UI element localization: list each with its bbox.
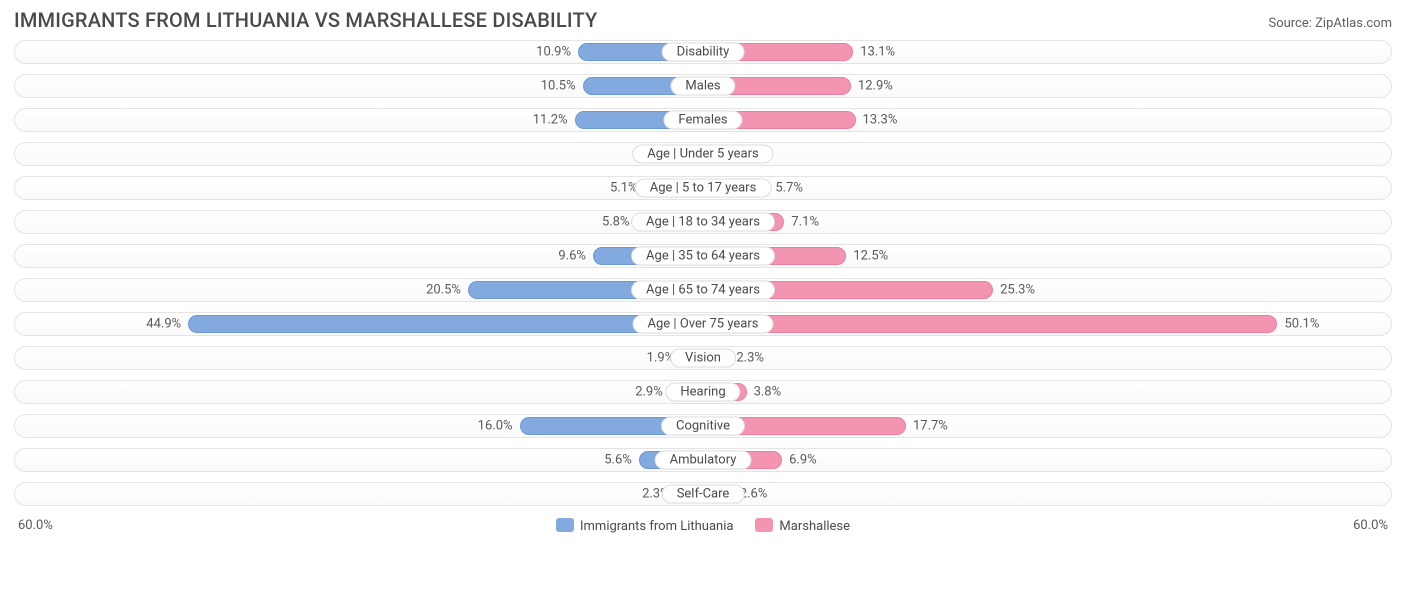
row-left-half: 9.6% [15,245,703,267]
chart-row: 11.2% 13.3% Females [14,108,1392,132]
category-pill: Self-Care [662,485,745,504]
chart-header: IMMIGRANTS FROM LITHUANIA VS MARSHALLESE… [0,0,1406,36]
category-pill: Disability [662,43,745,62]
category-pill: Age | 65 to 74 years [631,281,775,300]
row-left-half: 5.6% [15,449,703,471]
chart-row: 10.9% 13.1% Disability [14,40,1392,64]
category-pill: Hearing [665,383,740,402]
row-left-half: 2.3% [15,483,703,505]
row-right-half: 3.8% [703,381,1391,403]
value-left: 11.2% [533,113,576,128]
row-right-half: 25.3% [703,279,1391,301]
bar-right: 50.1% [703,315,1277,333]
value-right: 12.9% [850,79,893,94]
value-right: 7.1% [783,215,819,230]
chart-row: 5.8% 7.1% Age | 18 to 34 years [14,210,1392,234]
row-left-half: 5.8% [15,211,703,233]
legend: Immigrants from Lithuania Marshallese [556,518,850,534]
row-right-half: 2.3% [703,347,1391,369]
row-left-half: 10.5% [15,75,703,97]
value-right: 50.1% [1276,317,1319,332]
chart-row: 44.9%50.1%Age | Over 75 years [14,312,1392,336]
row-right-half: 12.5% [703,245,1391,267]
row-left-half: 2.9% [15,381,703,403]
row-right-half: 12.9% [703,75,1391,97]
value-left: 44.9% [146,317,189,332]
category-pill: Cognitive [661,417,745,436]
category-pill: Females [663,111,742,130]
diverging-bar-chart: 10.9% 13.1% Disability 10.5% 12.9% Males 11.2%… [0,36,1406,518]
chart-row: 9.6% 12.5% Age | 35 to 64 years [14,244,1392,268]
row-left-half: 10.9% [15,41,703,63]
value-left: 20.5% [426,283,469,298]
row-right-half: 17.7% [703,415,1391,437]
legend-item-right: Marshallese [755,518,850,534]
category-pill: Age | 5 to 17 years [635,179,772,198]
bar-left: 44.9% [188,315,703,333]
value-left: 10.9% [536,45,579,60]
chart-row: 20.5% 25.3% Age | 65 to 74 years [14,278,1392,302]
legend-label-left: Immigrants from Lithuania [580,519,733,534]
chart-footer: 60.0% Immigrants from Lithuania Marshall… [0,518,1406,542]
legend-label-right: Marshallese [779,519,850,534]
chart-row: 10.5% 12.9% Males [14,74,1392,98]
chart-source: Source: ZipAtlas.com [1268,16,1392,31]
chart-row: 16.0% 17.7% Cognitive [14,414,1392,438]
value-right: 6.9% [781,453,817,468]
axis-max-right: 60.0% [1353,518,1388,533]
category-pill: Ambulatory [655,451,752,470]
value-right: 12.5% [845,249,888,264]
row-right-half: 13.1% [703,41,1391,63]
row-left-half: 16.0% [15,415,703,437]
row-right-half: 2.6% [703,483,1391,505]
row-left-half: 1.9% [15,347,703,369]
value-left: 9.6% [558,249,594,264]
row-left-half: 44.9% [15,313,703,335]
value-right: 3.8% [746,385,782,400]
category-pill: Males [670,77,735,96]
row-left-half: 1.3% [15,143,703,165]
row-right-half: 0.94% [703,143,1391,165]
legend-swatch-left [556,518,574,532]
value-right: 25.3% [992,283,1035,298]
chart-title: IMMIGRANTS FROM LITHUANIA VS MARSHALLESE… [14,8,597,32]
category-pill: Age | 18 to 34 years [631,213,775,232]
value-right: 17.7% [905,419,948,434]
value-right: 13.3% [855,113,898,128]
row-right-half: 5.7% [703,177,1391,199]
chart-row: 1.3%0.94%Age | Under 5 years [14,142,1392,166]
value-left: 16.0% [478,419,521,434]
chart-row: 2.9% 3.8% Hearing [14,380,1392,404]
value-right: 13.1% [852,45,895,60]
chart-row: 2.3%2.6%Self-Care [14,482,1392,506]
row-left-half: 20.5% [15,279,703,301]
value-right: 5.7% [767,181,803,196]
row-left-half: 11.2% [15,109,703,131]
category-pill: Vision [670,349,736,368]
row-right-half: 13.3% [703,109,1391,131]
row-left-half: 5.1% [15,177,703,199]
chart-row: 1.9%2.3%Vision [14,346,1392,370]
legend-item-left: Immigrants from Lithuania [556,518,733,534]
row-right-half: 6.9% [703,449,1391,471]
row-right-half: 50.1% [703,313,1391,335]
legend-swatch-right [755,518,773,532]
chart-row: 5.1% 5.7%Age | 5 to 17 years [14,176,1392,200]
category-pill: Age | Under 5 years [632,145,773,164]
chart-row: 5.6% 6.9% Ambulatory [14,448,1392,472]
value-left: 5.6% [604,453,640,468]
row-right-half: 7.1% [703,211,1391,233]
value-left: 10.5% [541,79,584,94]
category-pill: Age | Over 75 years [633,315,774,334]
axis-max-left: 60.0% [18,518,53,533]
category-pill: Age | 35 to 64 years [631,247,775,266]
